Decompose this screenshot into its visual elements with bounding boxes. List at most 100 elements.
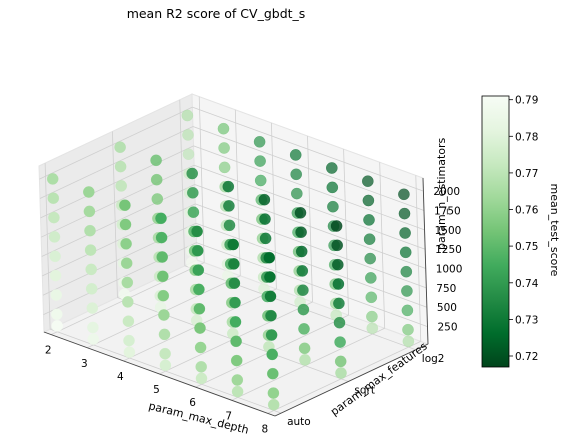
data-point	[333, 316, 346, 329]
data-point	[363, 214, 375, 226]
data-point	[83, 205, 96, 218]
data-point	[187, 206, 200, 219]
data-point	[150, 154, 162, 167]
grid-line-z	[194, 184, 426, 269]
data-point	[217, 122, 230, 135]
colorbar-tick-label: 0.72	[515, 351, 538, 363]
data-point	[193, 302, 206, 315]
colorbar-tick-label: 0.76	[515, 205, 539, 217]
data-point	[50, 289, 63, 301]
grid-line-z	[196, 242, 428, 327]
data-point	[156, 251, 169, 263]
colorbar-tick-label: 0.73	[515, 314, 538, 326]
data-point	[289, 149, 302, 161]
data-point	[334, 336, 346, 348]
data-point	[194, 322, 206, 334]
data-point	[363, 233, 376, 246]
data-point	[193, 283, 205, 296]
data-point	[230, 335, 242, 348]
x-tick-label: 6	[189, 397, 196, 409]
data-point	[259, 213, 271, 225]
data-point	[229, 316, 242, 328]
z-tick-label: 2000	[433, 186, 460, 198]
data-point	[119, 199, 131, 212]
grid-line-x	[198, 96, 205, 263]
data-point	[122, 315, 135, 328]
grid-line-z	[192, 106, 424, 192]
data-point	[366, 322, 379, 335]
data-point	[327, 200, 339, 213]
data-point	[254, 155, 266, 167]
z-tick-label: 500	[437, 302, 457, 314]
colorbar-gradient	[481, 95, 510, 368]
data-point	[151, 193, 164, 205]
data-point	[402, 323, 414, 336]
data-point	[48, 211, 60, 224]
data-point	[401, 285, 413, 297]
data-point	[362, 194, 375, 207]
data-point	[195, 360, 208, 373]
data-point	[265, 309, 277, 322]
x-tick-label: 7	[225, 410, 232, 422]
data-point	[266, 348, 279, 361]
colorbar-tick-label: 0.77	[515, 168, 538, 180]
data-point	[228, 277, 241, 290]
x-axis-line	[43, 331, 276, 417]
data-point	[334, 355, 347, 368]
data-point	[297, 303, 310, 316]
data-points	[46, 109, 415, 411]
data-point	[258, 193, 271, 206]
data-point	[46, 173, 59, 185]
data-point	[295, 226, 307, 239]
data-point	[155, 231, 168, 244]
data-point	[182, 129, 194, 141]
data-point	[298, 342, 311, 355]
data-point	[123, 346, 136, 359]
data-point	[296, 265, 309, 277]
data-point	[290, 168, 303, 181]
data-point	[159, 359, 172, 372]
data-point	[218, 161, 231, 174]
y-tick-label: sqrt	[354, 384, 375, 396]
data-point	[85, 282, 98, 295]
data-point	[121, 296, 134, 308]
data-point	[82, 186, 95, 198]
data-point	[121, 276, 134, 289]
data-point	[231, 385, 244, 398]
data-point	[158, 328, 171, 341]
data-point	[299, 354, 311, 366]
data-point	[119, 218, 132, 231]
data-point	[399, 246, 412, 259]
data-point	[295, 245, 308, 258]
data-point	[361, 175, 374, 188]
x-tick-label: 5	[153, 384, 160, 396]
data-point	[85, 263, 98, 276]
y-tick-label: auto	[287, 416, 311, 428]
data-point	[290, 187, 303, 200]
data-point	[150, 173, 163, 186]
data-point	[267, 387, 280, 399]
data-point	[297, 284, 309, 297]
data-point	[229, 296, 241, 309]
data-point	[222, 180, 235, 193]
data-point	[364, 252, 377, 265]
data-point	[192, 264, 205, 276]
data-point	[264, 290, 277, 303]
data-point	[265, 329, 278, 341]
grid-line-y	[44, 163, 51, 330]
data-point	[47, 192, 60, 205]
data-point	[155, 212, 167, 225]
colorbar-tick-label: 0.75	[515, 241, 538, 253]
data-point	[398, 207, 411, 220]
z-tick-label: 250	[438, 322, 458, 334]
data-point	[230, 354, 243, 367]
grid-line-x	[343, 149, 349, 316]
data-point	[294, 206, 307, 219]
data-point	[87, 321, 99, 334]
grid-line-z	[192, 126, 425, 211]
x-tick-label: 8	[261, 423, 268, 435]
data-point	[400, 265, 413, 278]
data-point	[123, 334, 135, 347]
grid-line-z	[42, 203, 196, 277]
data-point	[263, 251, 276, 264]
